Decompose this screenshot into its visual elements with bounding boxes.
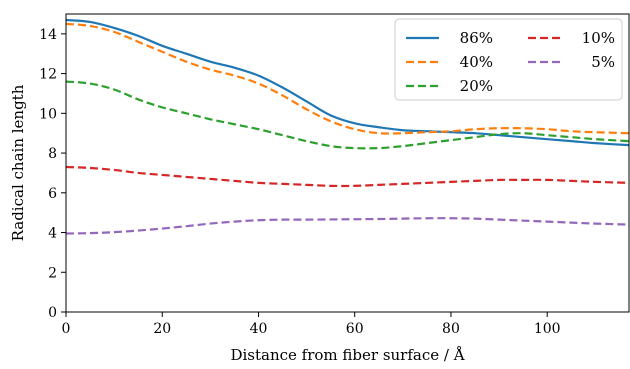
x-tick-label: 80 <box>442 321 460 337</box>
legend-label: 10% <box>582 29 615 47</box>
series-line-5pct <box>66 217 629 235</box>
x-axis-label: Distance from fiber surface / Å <box>230 346 464 364</box>
x-tick-label: 20 <box>153 321 171 337</box>
y-tick-label: 8 <box>48 146 57 162</box>
legend: 86% 40% 20% 10% 5% <box>394 18 623 101</box>
x-tick-label: 40 <box>250 321 268 337</box>
series-lines <box>66 18 629 235</box>
legend-label: 5% <box>591 53 615 71</box>
y-tick-label: 12 <box>39 67 57 83</box>
legend-label: 40% <box>460 53 493 71</box>
series-line-10pct <box>66 165 629 188</box>
x-tick-label: 60 <box>346 321 364 337</box>
y-tick-label: 2 <box>48 265 57 281</box>
y-axis-label: Radical chain length <box>9 84 27 241</box>
y-tick-label: 6 <box>48 186 57 202</box>
legend-label: 20% <box>460 77 493 95</box>
y-tick-label: 14 <box>39 27 57 43</box>
x-tick-label: 100 <box>534 321 561 337</box>
series-line-86pct <box>66 18 629 147</box>
y-tick-label: 4 <box>48 226 57 242</box>
series-line-20pct <box>66 80 629 150</box>
x-tick-label: 0 <box>62 321 71 337</box>
axis-ticks: 0 20 40 60 80 100 0 2 4 6 8 10 12 14 <box>39 27 560 337</box>
y-tick-label: 0 <box>48 305 57 321</box>
plot-frame <box>65 13 630 313</box>
legend-box <box>394 18 623 101</box>
series-line-40pct <box>66 22 629 135</box>
legend-label: 86% <box>460 29 493 47</box>
y-tick-label: 10 <box>39 106 57 122</box>
